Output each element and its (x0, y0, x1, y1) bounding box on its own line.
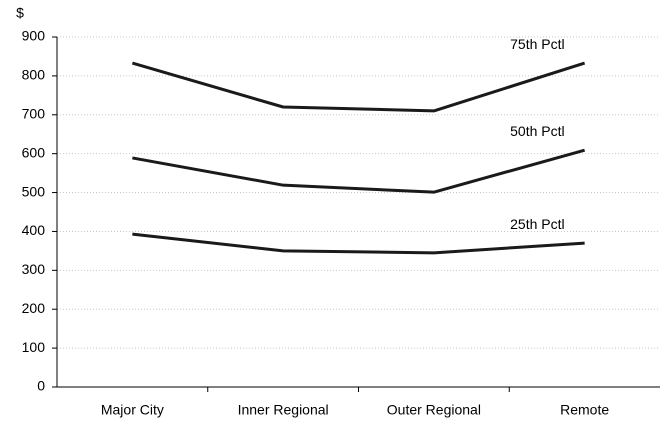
series-label: 50th Pctl (510, 123, 564, 139)
y-tick-label: 300 (22, 261, 46, 277)
y-tick-label: 800 (22, 67, 46, 83)
series-label: 75th Pctl (510, 36, 564, 52)
y-tick-label: 900 (22, 28, 46, 44)
x-tick-label: Remote (560, 402, 609, 418)
series-line (131, 61, 586, 113)
y-tick-label: 500 (22, 183, 46, 199)
y-tick-label: 200 (22, 300, 46, 316)
y-tick-label: 0 (37, 378, 45, 394)
y-axis-label: $ (16, 5, 24, 21)
x-tick-label: Outer Regional (387, 402, 481, 418)
y-tick-label: 700 (22, 105, 46, 121)
series-label: 25th Pctl (510, 216, 564, 232)
series-line (132, 148, 586, 194)
y-tick-label: 400 (22, 222, 46, 238)
x-tick-label: Inner Regional (238, 402, 329, 418)
y-tick-label: 600 (22, 144, 46, 160)
series-line (132, 232, 585, 255)
x-tick-label: Major City (101, 402, 164, 418)
y-tick-label: 100 (22, 339, 46, 355)
